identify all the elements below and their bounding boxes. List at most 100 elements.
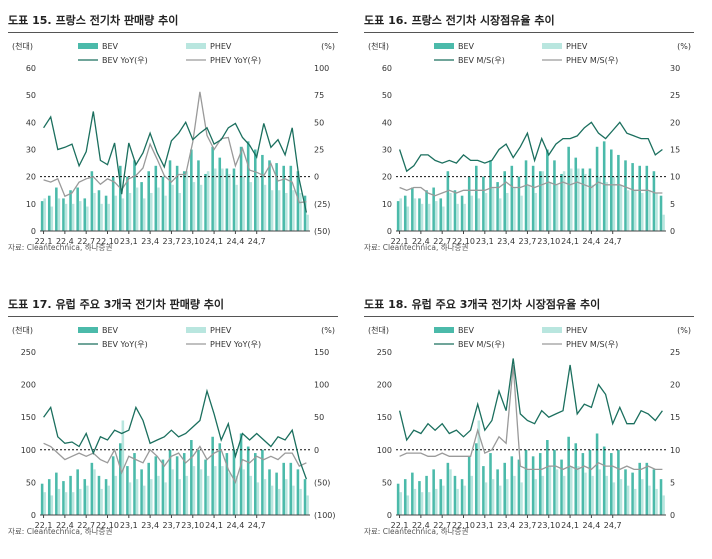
chart-panel-18: 도표 18. 유럽 주요 3개국 전기차 시장점유율 추이 (천대) (%) BEV P… <box>364 296 694 546</box>
bar-bev <box>460 479 464 515</box>
x-tick-label: 22,4 <box>56 521 74 530</box>
bar-phev <box>86 206 89 231</box>
bar-bev <box>246 446 250 515</box>
bar-phev <box>477 420 481 515</box>
y-right-tick-label: 10 <box>670 173 680 182</box>
bar-bev <box>197 160 200 231</box>
y-right-tick-label: 20 <box>670 381 680 390</box>
bar-bev <box>289 165 293 231</box>
bar-phev <box>648 190 651 231</box>
bar-phev <box>498 198 502 231</box>
bar-bev <box>588 449 592 515</box>
bar-phev <box>71 203 75 231</box>
line-bev-series <box>398 121 663 173</box>
bar-phev <box>420 203 424 231</box>
bar-phev <box>463 203 466 231</box>
x-tick-label: 24,4 <box>582 237 600 246</box>
bar-phev <box>256 482 260 515</box>
x-tick-label: 24,4 <box>226 237 244 246</box>
bar-bev <box>496 182 499 231</box>
x-tick-label: 23,4 <box>497 237 515 246</box>
bar-bev <box>154 456 158 515</box>
bar-phev <box>584 173 587 231</box>
y-left-tick-label: 30 <box>26 146 36 155</box>
bar-phev <box>484 192 488 231</box>
bar-bev <box>232 168 236 231</box>
bar-bev <box>432 469 435 515</box>
x-tick-label: 24,4 <box>226 521 244 530</box>
bar-bev <box>182 453 186 515</box>
bar-bev <box>560 173 563 231</box>
x-tick-label: 23,1 <box>120 237 138 246</box>
legend-swatch-phev <box>542 327 562 333</box>
x-tick-label: 24,7 <box>248 237 266 246</box>
x-tick-label: 22,1 <box>35 521 53 530</box>
bar-phev <box>242 469 245 515</box>
chart-svg: (천대) (%) BEV PHEV BEV M/S(우) PHEV M/S(우) 0 10 20… <box>368 41 691 246</box>
bar-phev <box>577 168 580 231</box>
bar-phev <box>149 479 153 515</box>
y-right-tick-label: 5 <box>670 478 675 487</box>
legend-label-bev: BEV <box>102 326 119 335</box>
line-phev-series <box>43 442 307 485</box>
bar-bev <box>161 176 165 231</box>
bar-bev <box>225 453 229 515</box>
y-left-tick-label: 100 <box>377 446 392 455</box>
bar-bev <box>90 171 94 231</box>
bar-bev <box>510 165 514 231</box>
y-right-tick-label: 0 <box>670 511 675 520</box>
bar-bev <box>126 466 129 515</box>
bar-bev <box>460 195 464 231</box>
bar-phev <box>178 192 181 231</box>
bar-phev <box>235 184 238 231</box>
bar-bev <box>617 449 620 515</box>
bar-phev <box>413 488 417 515</box>
legend-label-bev-line: BEV M/S(우) <box>458 56 505 65</box>
bar-bev <box>453 475 457 515</box>
bar-bev <box>239 433 243 515</box>
bar-phev <box>71 492 75 515</box>
bar-phev <box>605 475 609 515</box>
chart-title: 도표 15. 프랑스 전기차 판매량 추이 <box>8 14 179 27</box>
bar-bev <box>218 157 222 231</box>
bar-bev <box>439 479 443 515</box>
bar-bev <box>560 459 563 515</box>
legend-label-phev: PHEV <box>566 42 588 51</box>
bar-bev <box>182 171 186 231</box>
bar-bev <box>574 443 578 515</box>
x-tick-label: 24,1 <box>205 521 223 530</box>
bar-bev <box>538 453 542 515</box>
bar-bev <box>581 168 585 231</box>
bar-bev <box>524 160 528 231</box>
bar-phev <box>619 184 623 231</box>
bar-bev <box>83 479 87 515</box>
y-right-tick-label: 50 <box>314 118 324 127</box>
bar-phev <box>548 182 552 231</box>
bar-bev <box>303 479 307 515</box>
bar-bev <box>574 157 578 231</box>
bar-phev <box>434 488 438 515</box>
bar-phev <box>157 187 160 231</box>
x-tick-label: 24,7 <box>604 237 622 246</box>
bar-bev <box>119 443 122 515</box>
y-right-tick-label: 0 <box>314 446 319 455</box>
x-tick-label: 22,7 <box>77 521 95 530</box>
bar-phev <box>527 469 530 515</box>
bar-bev <box>659 479 663 515</box>
legend-label-phev: PHEV <box>566 326 588 335</box>
bar-bev <box>645 165 649 231</box>
bar-bev <box>567 146 570 231</box>
bar-bev <box>418 198 421 231</box>
bar-phev <box>142 198 146 231</box>
legend-swatch-bev <box>78 43 98 49</box>
bar-bev <box>303 195 307 231</box>
y-right-tick-label: 25 <box>314 146 324 155</box>
bar-phev <box>562 475 566 515</box>
y-left-tick-label: 50 <box>26 91 36 100</box>
y-right-tick-label: 100 <box>314 64 329 73</box>
bar-phev <box>242 176 245 231</box>
y-right-tick-label: 75 <box>314 91 324 100</box>
bar-bev <box>617 154 620 231</box>
y-left-tick-label: 0 <box>31 511 36 520</box>
